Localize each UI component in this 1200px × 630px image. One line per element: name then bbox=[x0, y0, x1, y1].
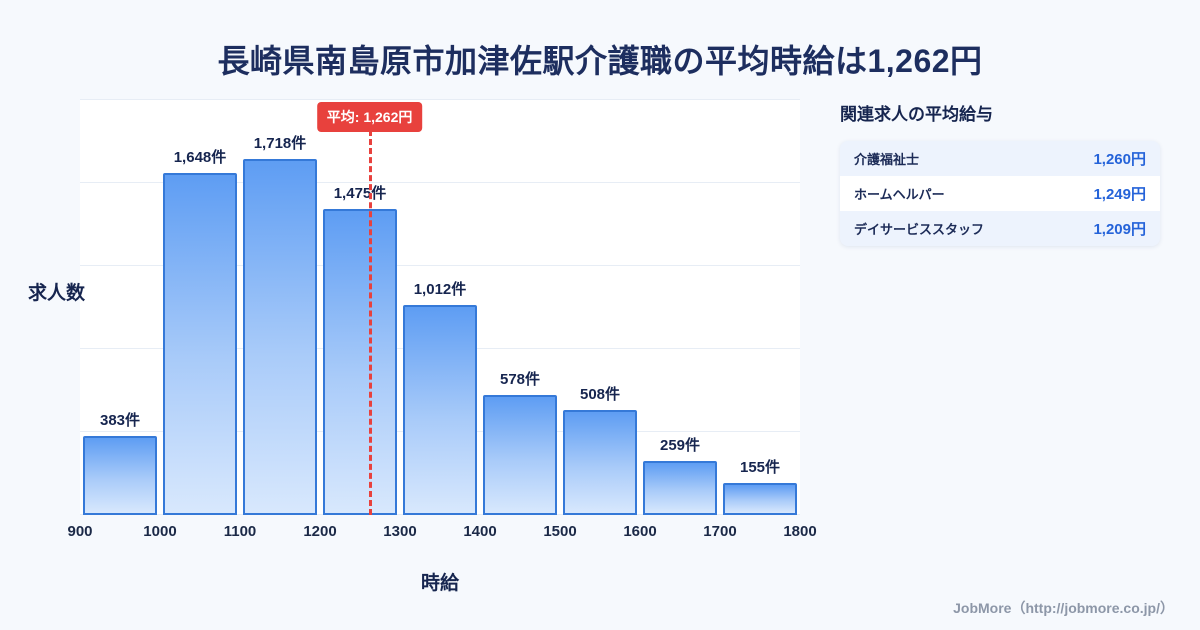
related-job-value: 1,249円 bbox=[1093, 186, 1146, 203]
plot-area: 383件 1,648件 1,718件 1,475件 1,012件 578件 508件 259件… bbox=[80, 99, 800, 515]
related-job-value: 1,260円 bbox=[1093, 151, 1146, 168]
bar-value-label: 1,648件 bbox=[173, 149, 227, 167]
page-title: 長崎県南島原市加津佐駅介護職の平均時給は1,262円 bbox=[217, 43, 983, 79]
gridline bbox=[80, 265, 800, 266]
histogram-bar bbox=[483, 395, 557, 515]
bar-slot: 259件 bbox=[640, 100, 720, 515]
gridline bbox=[80, 99, 800, 100]
bar-slot: 1,012件 bbox=[400, 100, 480, 515]
bar-slot: 155件 bbox=[720, 100, 800, 515]
related-job-row: 介護福祉士 1,260円 bbox=[840, 141, 1160, 176]
x-tick-label: 1700 bbox=[703, 523, 737, 540]
histogram-bar bbox=[163, 173, 237, 515]
histogram-bar bbox=[243, 158, 317, 515]
footer-credit: JobMore（http://jobmore.co.jp/） bbox=[953, 600, 1174, 616]
bar-slot: 578件 bbox=[480, 100, 560, 515]
bar-value-label: 1,475件 bbox=[333, 184, 387, 202]
x-tick-label: 1500 bbox=[543, 523, 577, 540]
x-tick-label: 1100 bbox=[223, 523, 257, 540]
x-tick-label: 1200 bbox=[303, 523, 337, 540]
histogram-bar bbox=[323, 208, 397, 515]
related-job-label: デイサービススタッフ bbox=[854, 222, 985, 237]
x-tick-label: 1600 bbox=[623, 523, 657, 540]
average-badge: 平均: 1,262円 bbox=[316, 102, 423, 132]
histogram-bars: 383件 1,648件 1,718件 1,475件 1,012件 578件 508件 259件… bbox=[80, 100, 800, 515]
histogram-bar bbox=[403, 305, 477, 515]
bar-value-label: 578件 bbox=[499, 371, 541, 389]
bar-value-label: 383件 bbox=[99, 411, 141, 429]
x-tick-label: 1300 bbox=[383, 523, 417, 540]
related-job-row: ホームヘルパー 1,249円 bbox=[840, 176, 1160, 211]
bar-value-label: 508件 bbox=[579, 385, 621, 403]
x-tick-label: 1000 bbox=[143, 523, 177, 540]
bar-value-label: 1,012件 bbox=[413, 281, 467, 299]
related-job-label: 介護福祉士 bbox=[854, 152, 920, 167]
gridline bbox=[80, 182, 800, 183]
bar-value-label: 1,718件 bbox=[253, 134, 307, 152]
related-job-value: 1,209円 bbox=[1093, 221, 1146, 238]
related-job-row: デイサービススタッフ 1,209円 bbox=[840, 211, 1160, 246]
bar-value-label: 259件 bbox=[659, 437, 701, 455]
histogram-bar bbox=[83, 435, 157, 515]
x-tick-label: 1800 bbox=[783, 523, 817, 540]
bar-value-label: 155件 bbox=[739, 458, 781, 476]
average-line bbox=[368, 130, 372, 515]
related-job-label: ホームヘルパー bbox=[854, 187, 945, 202]
bar-slot: 1,475件 bbox=[320, 100, 400, 515]
x-axis: 900 1000 1100 1200 1300 1400 1500 1600 1700 1800 bbox=[67, 523, 816, 543]
x-tick-label: 1400 bbox=[463, 523, 497, 540]
histogram-bar bbox=[723, 482, 797, 515]
related-jobs-heading: 関連求人の平均給与 bbox=[840, 105, 993, 124]
y-axis-label: 求人数 bbox=[28, 283, 86, 304]
histogram-bar bbox=[563, 409, 637, 515]
bar-slot: 1,648件 bbox=[160, 100, 240, 515]
bar-slot: 1,718件 bbox=[240, 100, 320, 515]
x-axis-label: 時給 bbox=[420, 573, 459, 594]
bar-slot: 508件 bbox=[560, 100, 640, 515]
histogram-bar bbox=[643, 461, 717, 515]
bar-slot: 383件 bbox=[80, 100, 160, 515]
x-tick-label: 900 bbox=[67, 523, 93, 540]
related-jobs-card: 介護福祉士 1,260円 ホームヘルパー 1,249円 デイサービススタッフ 1… bbox=[840, 141, 1160, 246]
related-jobs-panel: 関連求人の平均給与 介護福祉士 1,260円 ホームヘルパー 1,249円 デイ… bbox=[840, 100, 1160, 246]
